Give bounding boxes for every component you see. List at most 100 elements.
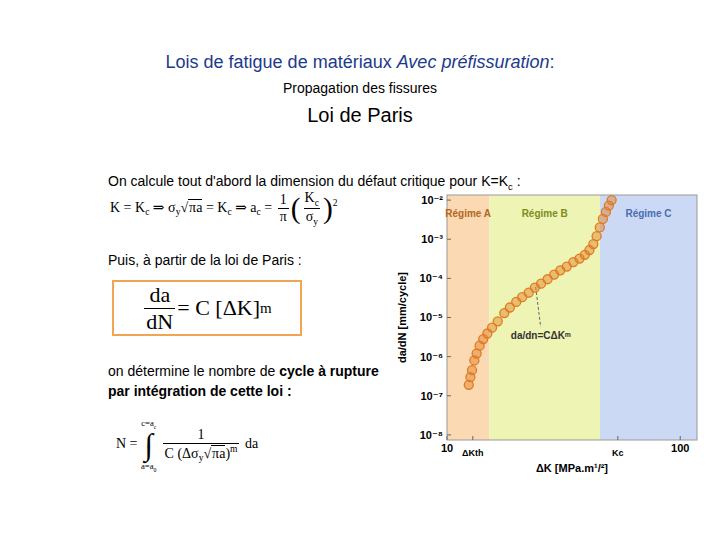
data-point xyxy=(592,232,601,241)
heading: Loi de Paris xyxy=(0,104,720,127)
data-point xyxy=(607,196,616,205)
subscript: y xyxy=(313,217,318,227)
denominator: σy xyxy=(304,208,320,227)
y-tick-label: 10⁻³ xyxy=(421,233,443,245)
paragraph: On calcule tout d'abord la dimension du … xyxy=(108,173,521,192)
x-tick-label: ΔKth xyxy=(462,448,483,458)
integral: c=ac∫a=a0 xyxy=(141,418,157,472)
text: πa xyxy=(189,200,202,215)
regime-region xyxy=(600,195,697,440)
text: C (Δσ xyxy=(165,446,199,461)
x-tick xyxy=(617,436,618,440)
subscript: 0 xyxy=(154,466,157,472)
radicand: πa xyxy=(188,199,202,215)
text: σ xyxy=(306,209,314,224)
annotation: da/dn=CΔKᵐ xyxy=(511,330,571,341)
parenthesis: ) xyxy=(323,192,333,224)
text: da xyxy=(241,436,258,451)
text: : xyxy=(549,52,554,72)
lower-limit: a=a0 xyxy=(141,461,157,473)
text: ) xyxy=(225,446,230,461)
text: : xyxy=(513,173,521,189)
text: N = xyxy=(116,436,141,451)
radicand: πa xyxy=(211,445,225,461)
regime-region xyxy=(489,195,600,440)
x-tick xyxy=(447,436,448,440)
formula-box: dadN = C [ΔK]m xyxy=(112,280,302,336)
y-tick xyxy=(447,356,451,357)
numerator: 1 xyxy=(196,427,207,443)
plot-area xyxy=(447,195,697,440)
radical-sign: √ xyxy=(203,446,211,461)
text: Lois de fatigue de matériaux xyxy=(166,52,397,72)
numerator: Kc xyxy=(303,190,321,208)
fraction: Kcσy xyxy=(303,190,321,227)
regime-label: Régime B xyxy=(522,208,568,219)
x-tick-label: 100 xyxy=(671,442,689,454)
title: Lois de fatigue de matériaux Avec préfis… xyxy=(0,52,720,73)
data-point xyxy=(493,317,502,326)
superscript: m xyxy=(230,444,237,454)
text: = xyxy=(261,200,276,215)
subtitle: Propagation des fissures xyxy=(0,80,720,96)
y-tick xyxy=(447,317,451,318)
y-tick-label: 10⁻⁷ xyxy=(420,390,443,402)
text: ⇒ a xyxy=(232,200,257,215)
subscript: y xyxy=(176,207,181,217)
numerator: 1 xyxy=(278,192,289,208)
text: a=a xyxy=(141,461,154,471)
subscript: c xyxy=(154,424,157,430)
upper-limit: c=ac xyxy=(141,418,156,430)
paragraph: on détermine le nombre de cycle à ruptur… xyxy=(108,361,379,401)
formula: K = Kc ⇒ σy√πa = Kc ⇒ ac = 1π(Kcσy)2 xyxy=(110,190,338,227)
bold-text: par intégration de cette loi : xyxy=(108,383,292,399)
data-points xyxy=(464,196,616,390)
denominator: π xyxy=(278,208,289,225)
y-tick xyxy=(447,239,451,240)
text: K = K xyxy=(110,200,145,215)
superscript: 2 xyxy=(333,198,338,208)
x-axis-label: ΔK [MPa.m¹/²] xyxy=(536,462,608,474)
x-tick-label: 10 xyxy=(441,442,453,454)
text: Puis, à partir de la loi de Paris : xyxy=(108,252,302,268)
data-point xyxy=(595,223,604,232)
text: K xyxy=(305,190,315,205)
chart: Régime ARégime BRégime C10⁻²10⁻³10⁻⁴10⁻⁵… xyxy=(0,0,720,540)
text: ⇒ σ xyxy=(149,200,175,215)
subscript: c xyxy=(315,198,319,208)
italic-text: Avec préfissuration xyxy=(397,52,550,72)
integral-sign: ∫ xyxy=(145,430,153,461)
x-tick xyxy=(472,436,473,440)
data-point xyxy=(468,366,477,375)
formula: N = c=ac∫a=a01C (Δσy√πa)m da xyxy=(116,418,258,472)
subscript: c xyxy=(227,207,231,217)
y-tick xyxy=(447,278,451,279)
paragraph: Puis, à partir de la loi de Paris : xyxy=(108,252,302,268)
superscript: m xyxy=(260,300,272,317)
y-tick xyxy=(447,434,451,435)
regime-label: Régime A xyxy=(445,208,491,219)
numerator: da xyxy=(147,282,172,308)
x-tick-label: Kc xyxy=(612,448,624,458)
y-tick-label: 10⁻⁸ xyxy=(420,429,443,441)
x-tick xyxy=(680,436,681,440)
fraction: dadN xyxy=(144,282,175,335)
subscript: c xyxy=(508,181,513,192)
denominator: dN xyxy=(144,308,175,335)
text: π xyxy=(280,209,287,224)
bold-text: cycle à rupture xyxy=(279,363,379,379)
radical-sign: √ xyxy=(180,200,188,215)
y-tick xyxy=(447,395,451,396)
text: 1 xyxy=(198,427,205,442)
annotation-leader xyxy=(536,287,541,327)
y-tick-label: 10⁻⁶ xyxy=(420,351,443,363)
text: = C [ΔK] xyxy=(177,295,260,321)
y-tick-label: 10⁻⁵ xyxy=(420,311,443,323)
text: 1 xyxy=(280,192,287,207)
y-tick-label: 10⁻⁴ xyxy=(420,272,443,284)
text: on détermine le nombre de xyxy=(108,363,279,379)
regime-region xyxy=(447,195,489,440)
plot-frame xyxy=(447,195,697,440)
text: On calcule tout d'abord la dimension du … xyxy=(108,173,508,189)
fraction: 1C (Δσy√πa)m xyxy=(163,427,240,463)
